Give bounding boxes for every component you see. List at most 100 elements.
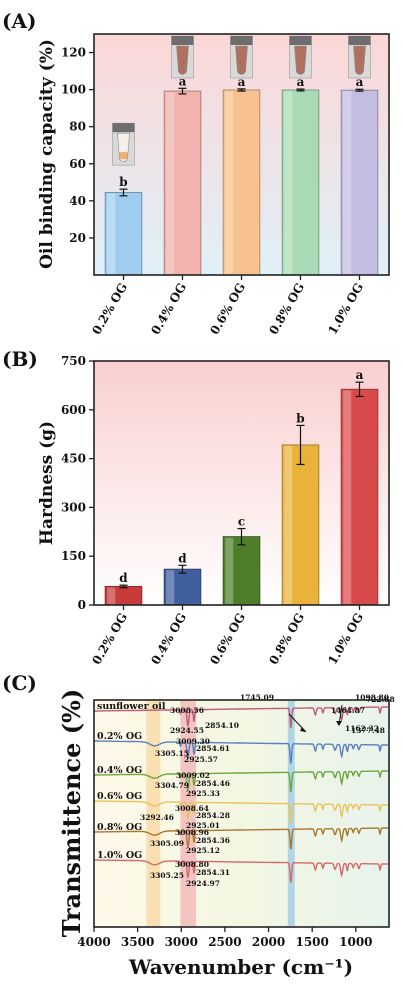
x-tick-label: 0.2% OG bbox=[89, 281, 130, 338]
vial-cap bbox=[112, 123, 135, 133]
series-label: 0.4% OG bbox=[97, 765, 142, 776]
bar bbox=[281, 444, 320, 606]
spectrum-line bbox=[94, 859, 388, 883]
sample-vial-photo bbox=[171, 35, 194, 79]
peak-annotation: 1162.32 bbox=[345, 724, 379, 733]
peak-annotation: 1745.09 bbox=[240, 693, 274, 702]
y-tick-label: 0 bbox=[78, 598, 86, 612]
x-tick-label: 1000 bbox=[339, 935, 372, 949]
series-label: sunflower oil bbox=[97, 701, 166, 712]
significance-letter: d bbox=[178, 551, 187, 565]
peak-annotation: 1464.87 bbox=[331, 706, 365, 715]
x-tick-label: 2500 bbox=[208, 935, 241, 949]
sample-vial-photo bbox=[112, 122, 135, 166]
significance-letter: a bbox=[297, 75, 305, 89]
spectrum-line bbox=[94, 706, 388, 729]
peak-annotation: 2854.28 bbox=[196, 811, 230, 820]
bar-highlight bbox=[107, 193, 116, 274]
y-tick-label: 100 bbox=[61, 83, 86, 97]
panel-b-frame bbox=[93, 360, 390, 606]
spectrum-line bbox=[94, 800, 388, 824]
significance-letter: d bbox=[119, 571, 128, 585]
y-tick-label: 300 bbox=[61, 500, 86, 514]
peak-annotation: 2924.97 bbox=[186, 879, 220, 888]
x-tick-label: 0.4% OG bbox=[148, 611, 189, 668]
x-tick-label: 0.6% OG bbox=[207, 281, 248, 338]
spectrum-line bbox=[94, 770, 388, 793]
significance-letter: b bbox=[119, 175, 127, 189]
series-label: 0.2% OG bbox=[97, 731, 142, 742]
series-label: 0.6% OG bbox=[97, 791, 142, 802]
bar-highlight bbox=[225, 90, 234, 275]
panel-a-y-axis-label: Oil binding capacity (%) bbox=[37, 39, 57, 269]
x-tick-label: 3500 bbox=[121, 935, 154, 949]
vial-tube bbox=[294, 45, 307, 75]
peak-annotation: 2925.57 bbox=[184, 755, 218, 764]
y-tick-label: 20 bbox=[69, 231, 86, 245]
vial-cap bbox=[289, 36, 312, 45]
peak-annotation: 1377.48 bbox=[351, 726, 385, 735]
bar-highlight bbox=[343, 390, 352, 604]
peak-annotation: 2925.01 bbox=[186, 821, 220, 830]
panel-c-plot-background bbox=[94, 700, 389, 927]
highlight-band bbox=[146, 701, 161, 926]
spectrum-line bbox=[94, 740, 388, 764]
series-label: 0.8% OG bbox=[97, 822, 142, 833]
peak-annotation: 3305.09 bbox=[150, 839, 184, 848]
peak-annotation: 3008.64 bbox=[175, 804, 209, 813]
sample-vial-photo bbox=[348, 35, 371, 79]
peak-annotation: 3305.25 bbox=[150, 871, 184, 880]
peak-annotation: 2924.55 bbox=[170, 726, 204, 735]
spectrum-line bbox=[94, 827, 388, 850]
vial-released-oil bbox=[119, 152, 128, 160]
x-tick-label: 1.0% OG bbox=[325, 281, 366, 338]
peak-annotation: 3008.80 bbox=[175, 860, 209, 869]
x-tick-label: 2000 bbox=[252, 935, 285, 949]
x-tick-label: 0.2% OG bbox=[89, 611, 130, 668]
panel-a-frame bbox=[93, 33, 390, 276]
bar-highlight bbox=[166, 92, 175, 274]
x-tick-label: 0.4% OG bbox=[148, 281, 189, 338]
peak-annotation: 3009.30 bbox=[176, 737, 210, 746]
y-tick-label: 600 bbox=[61, 403, 86, 417]
series-label: 1.0% OG bbox=[97, 850, 142, 861]
bar bbox=[222, 89, 261, 276]
bar bbox=[163, 90, 202, 276]
panel-b-label: (B) bbox=[2, 347, 38, 371]
peak-annotation: 3305.15 bbox=[155, 749, 189, 758]
peak-annotation: 2854.46 bbox=[196, 779, 230, 788]
x-tick-label: 1.0% OG bbox=[325, 611, 366, 668]
bar-highlight bbox=[107, 587, 116, 604]
bar-highlight bbox=[166, 570, 175, 604]
y-tick-label: 750 bbox=[61, 354, 86, 368]
sample-vial-photo bbox=[289, 35, 312, 79]
panel-c-frame bbox=[93, 699, 390, 928]
panel-a-label: (A) bbox=[2, 9, 36, 33]
panel-b-y-axis-label: Hardness (g) bbox=[37, 421, 57, 545]
peak-annotation: 2854.61 bbox=[196, 744, 230, 753]
y-tick-label: 80 bbox=[69, 120, 86, 134]
vial-cap bbox=[171, 36, 194, 45]
peak-annotation: 3304.79 bbox=[155, 781, 189, 790]
peak-annotation: 1098.80 bbox=[355, 693, 389, 702]
peak-arrow-head bbox=[300, 727, 306, 732]
significance-letter: c bbox=[238, 515, 245, 529]
significance-letter: a bbox=[356, 75, 364, 89]
bar-highlight bbox=[225, 537, 234, 604]
x-tick-label: 0.8% OG bbox=[266, 611, 307, 668]
peak-annotation: 3008.96 bbox=[175, 828, 209, 837]
panel-c-label: (C) bbox=[2, 671, 37, 695]
x-tick-label: 4000 bbox=[77, 935, 110, 949]
bar-highlight bbox=[284, 445, 293, 604]
bar bbox=[163, 568, 202, 606]
y-tick-label: 120 bbox=[61, 46, 86, 60]
bar bbox=[340, 388, 379, 606]
significance-letter: a bbox=[238, 75, 246, 89]
x-tick-label: 1500 bbox=[295, 935, 328, 949]
y-tick-label: 40 bbox=[69, 194, 86, 208]
peak-annotation: 2854.36 bbox=[196, 836, 230, 845]
vial-cap bbox=[230, 36, 253, 45]
peak-annotation: 3009.02 bbox=[176, 771, 210, 780]
y-tick-label: 150 bbox=[61, 549, 86, 563]
